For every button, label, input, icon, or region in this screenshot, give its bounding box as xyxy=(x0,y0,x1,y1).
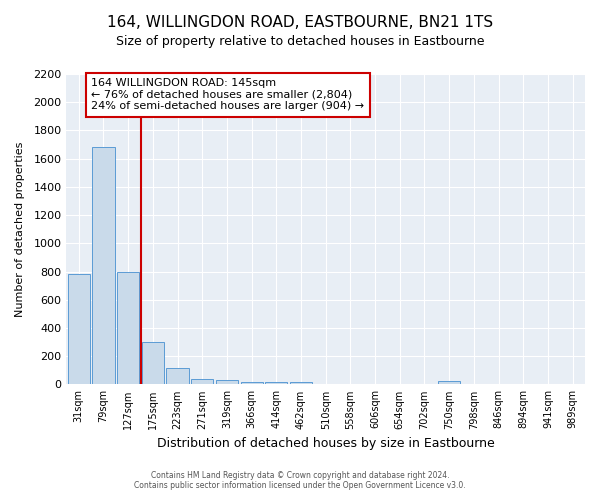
Bar xyxy=(290,382,312,384)
Text: 164 WILLINGDON ROAD: 145sqm
← 76% of detached houses are smaller (2,804)
24% of : 164 WILLINGDON ROAD: 145sqm ← 76% of det… xyxy=(91,78,364,112)
Bar xyxy=(142,342,164,384)
Bar xyxy=(191,379,214,384)
Bar xyxy=(438,381,460,384)
X-axis label: Distribution of detached houses by size in Eastbourne: Distribution of detached houses by size … xyxy=(157,437,494,450)
Text: Contains HM Land Registry data © Crown copyright and database right 2024.
Contai: Contains HM Land Registry data © Crown c… xyxy=(134,470,466,490)
Bar xyxy=(265,382,287,384)
Bar xyxy=(166,368,188,384)
Text: 164, WILLINGDON ROAD, EASTBOURNE, BN21 1TS: 164, WILLINGDON ROAD, EASTBOURNE, BN21 1… xyxy=(107,15,493,30)
Text: Size of property relative to detached houses in Eastbourne: Size of property relative to detached ho… xyxy=(116,35,484,48)
Bar xyxy=(241,382,263,384)
Bar xyxy=(216,380,238,384)
Y-axis label: Number of detached properties: Number of detached properties xyxy=(15,142,25,317)
Bar xyxy=(92,148,115,384)
Bar xyxy=(68,274,90,384)
Bar xyxy=(117,272,139,384)
